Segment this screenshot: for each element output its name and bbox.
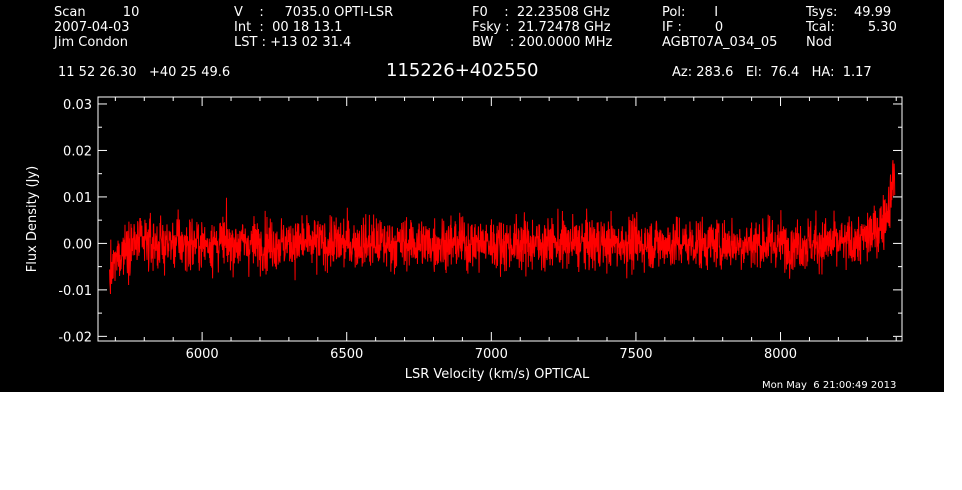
header-velocity: V : 7035.0 OPTI-LSR [234, 5, 394, 20]
header-date: 2007-04-03 [54, 20, 130, 35]
ticks-layer: 6000 6500 7000 7500 8000 -0.02 -0.01 0.00 0.01 0.… [58, 97, 902, 362]
timestamp: Mon May 6 21:00:49 2013 [762, 380, 897, 391]
y-axis-label: Flux Density (Jy) [25, 166, 40, 272]
source-name: 115226+402550 [386, 60, 539, 81]
y-tick-label: 0.03 [63, 98, 92, 113]
x-tick-label: 6500 [330, 347, 363, 362]
y-tick-label: -0.01 [58, 284, 92, 299]
header-if: IF : 0 [662, 20, 724, 35]
plot-panel: Scan 10 2007-04-03 Jim Condon V : 7035.0… [0, 0, 944, 392]
header-project: AGBT07A_034_05 [662, 35, 778, 50]
y-tick-label: 0.00 [63, 237, 92, 252]
plot-frame [97, 96, 903, 342]
y-tick-label: -0.02 [58, 330, 92, 345]
x-axis-label: LSR Velocity (km/s) OPTICAL [405, 367, 590, 382]
header-lst: LST : +13 02 31.4 [234, 35, 352, 50]
header-coords: 11 52 26.30 +40 25 49.6 [58, 65, 231, 80]
header-observer: Jim Condon [54, 35, 128, 50]
y-tick-label: 0.01 [63, 191, 92, 206]
header-fsky: Fsky : 21.72478 GHz [472, 20, 611, 35]
x-tick-label: 7500 [619, 347, 652, 362]
header-integration: Int : 00 18 13.1 [234, 20, 343, 35]
header-scan: Scan 10 [54, 5, 140, 20]
y-tick-label: 0.02 [63, 144, 92, 159]
x-tick-label: 8000 [764, 347, 797, 362]
header-bw: BW : 200.0000 MHz [472, 35, 613, 50]
header-pol: Pol: I [662, 5, 719, 20]
x-tick-label: 6000 [186, 347, 219, 362]
header-tcal: Tcal: 5.30 [806, 20, 897, 35]
trace-layer [109, 160, 896, 294]
x-tick-label: 7000 [475, 347, 508, 362]
spectrum-chart: 6000 6500 7000 7500 8000 -0.02 -0.01 0.00 0.01 0.… [25, 96, 903, 382]
header-tsys: Tsys: 49.99 [806, 5, 892, 20]
header-azel: Az: 283.6 El: 76.4 HA: 1.17 [672, 65, 872, 80]
header-f0: F0 : 22.23508 GHz [472, 5, 610, 20]
spectrum-line [109, 160, 896, 294]
header-mode: Nod [806, 35, 832, 50]
